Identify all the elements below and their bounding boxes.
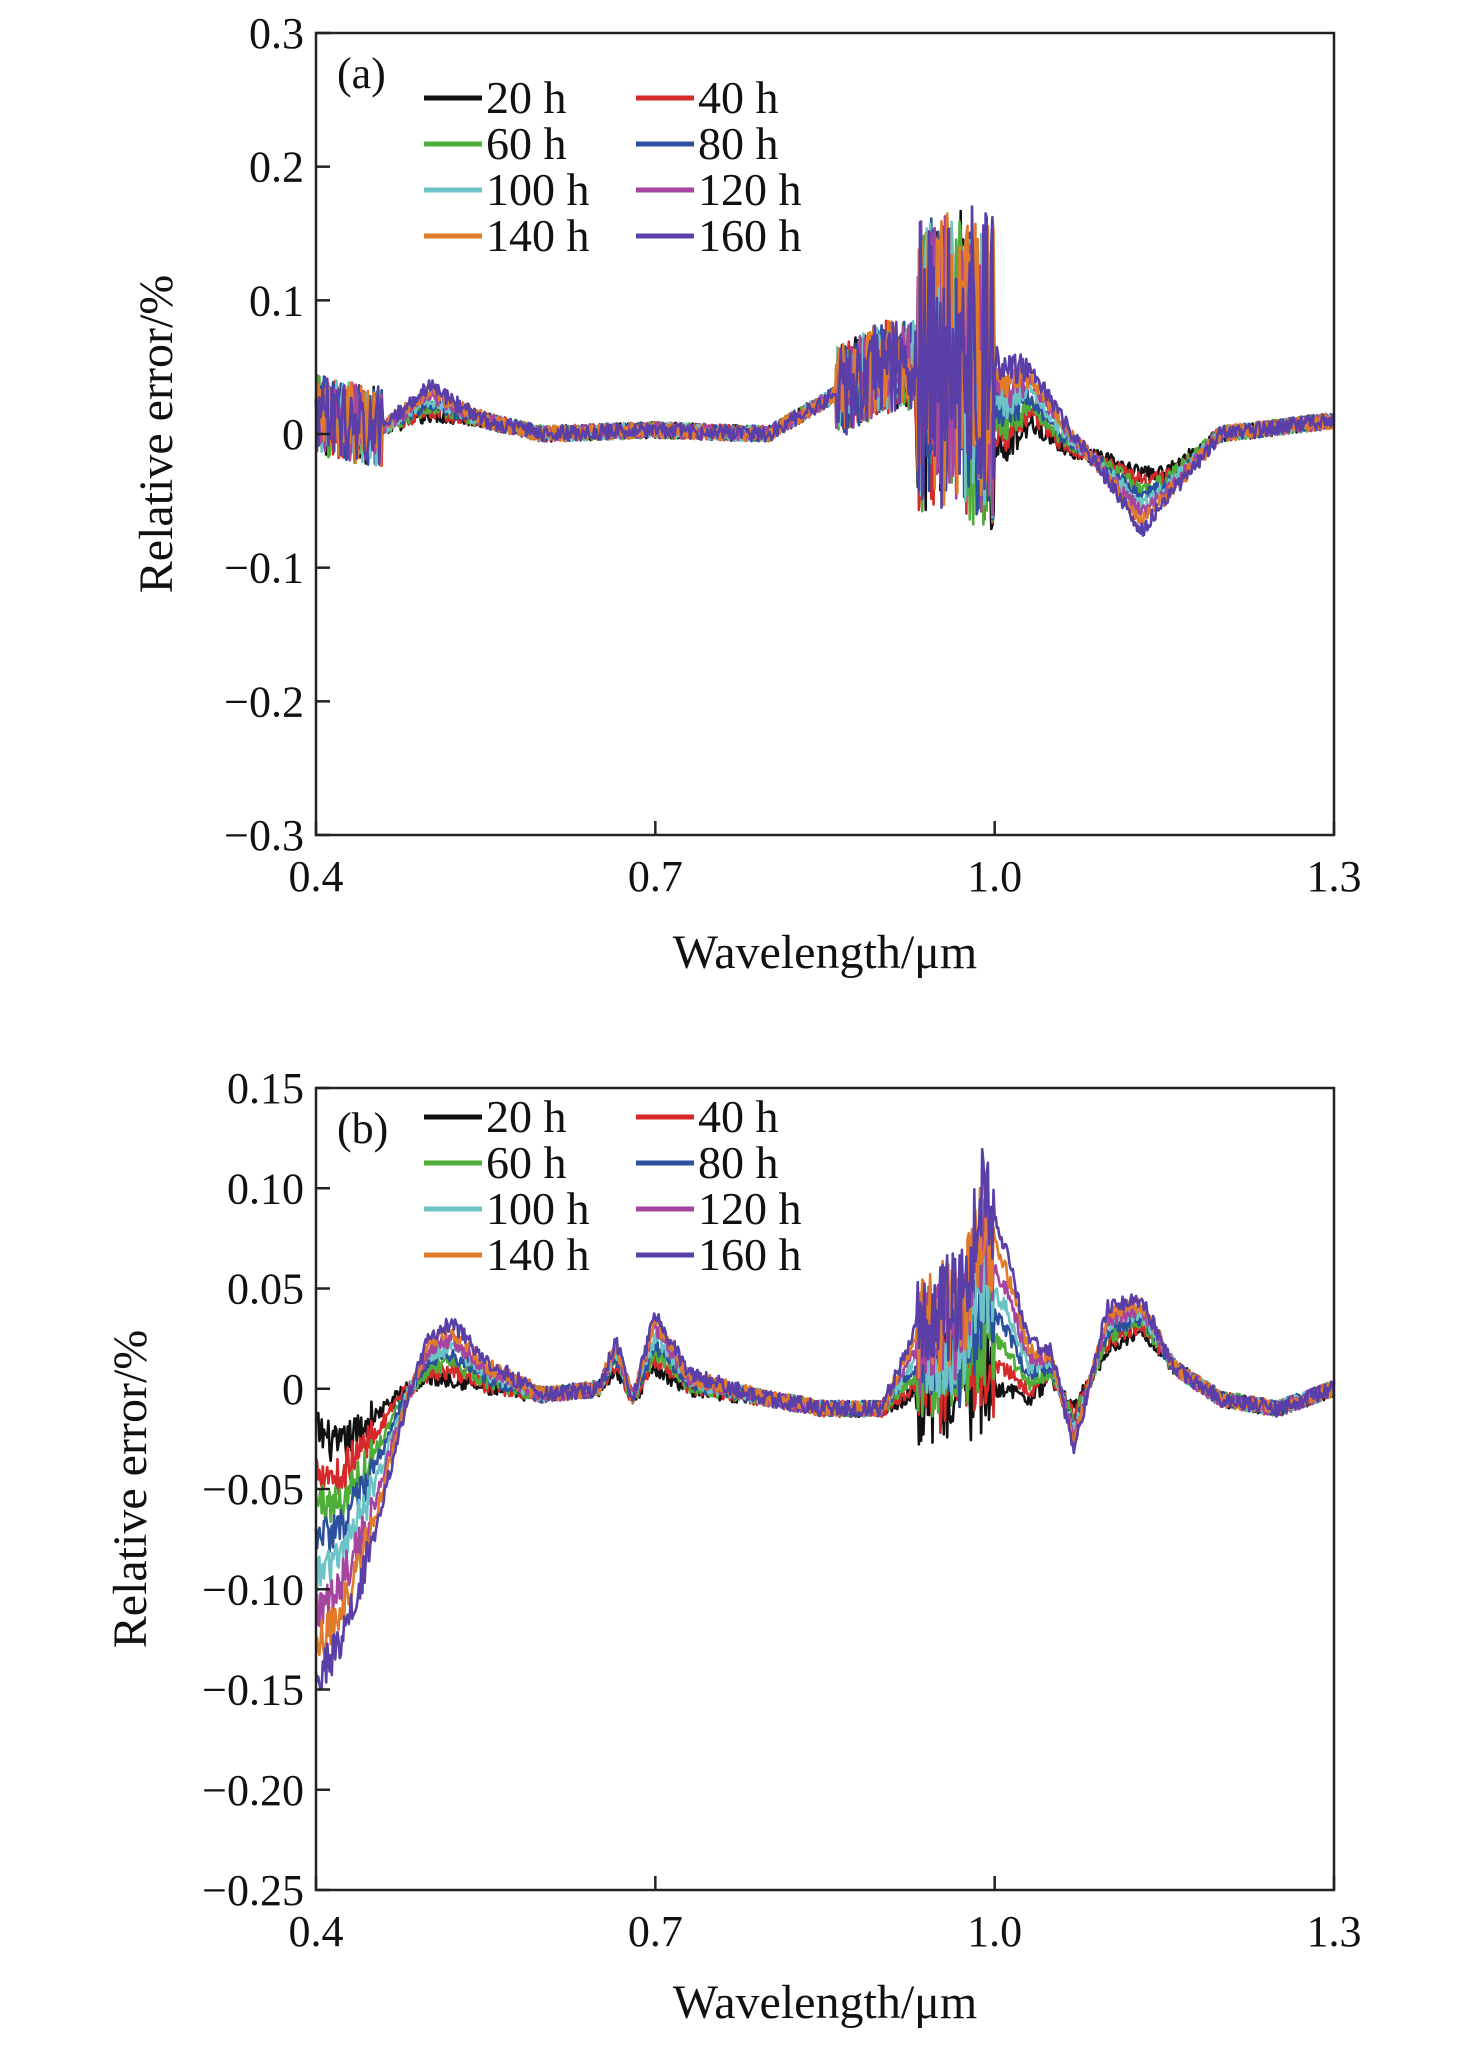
legend-label: 160 h bbox=[698, 1229, 802, 1280]
x-tick-label: 1.0 bbox=[967, 852, 1022, 901]
panel-a-y-axis: −0.3 −0.2 −0.1 0 0.1 0.2 0.3 bbox=[224, 9, 330, 860]
y-tick-label: −0.3 bbox=[224, 811, 304, 860]
y-tick-label: 0 bbox=[282, 410, 304, 459]
y-tick-label: −0.2 bbox=[224, 677, 304, 726]
panel-b-x-axis: 0.4 0.7 1.0 1.3 bbox=[289, 1876, 1362, 1956]
panel-b-y-axis: −0.25 −0.20 −0.15 −0.10 −0.05 0 0.05 0.10 0.15 bbox=[202, 1064, 330, 1915]
y-tick-label: 0.1 bbox=[249, 276, 304, 325]
panel-a-series-group bbox=[314, 205, 1336, 537]
series-line-160h bbox=[314, 205, 1336, 537]
x-tick-label: 1.3 bbox=[1307, 1907, 1362, 1956]
y-tick-label: 0.3 bbox=[249, 9, 304, 58]
x-tick-label: 0.4 bbox=[289, 852, 344, 901]
panel-b-x-axis-title: Wavelength/μm bbox=[673, 1976, 977, 2029]
legend-label: 20 h bbox=[486, 1091, 567, 1142]
panel-b-series-group bbox=[314, 1147, 1336, 1691]
panel-a-tag: (a) bbox=[337, 49, 386, 98]
x-tick-label: 1.0 bbox=[967, 1907, 1022, 1956]
y-tick-label: 0.10 bbox=[227, 1164, 304, 1213]
legend-label: 40 h bbox=[698, 72, 779, 123]
legend-label: 140 h bbox=[486, 1229, 590, 1280]
panel-a-y-axis-title: Relative error/% bbox=[130, 275, 183, 594]
legend-label: 80 h bbox=[698, 1137, 779, 1188]
chart-panel-a: −0.3−0.2−0.100.10.20.3 0.4 0.7 1.0 1.3 (a) … bbox=[130, 9, 1362, 979]
y-tick-label: 0.15 bbox=[227, 1064, 304, 1113]
y-tick-label: −0.25 bbox=[202, 1866, 304, 1915]
y-tick-label: 0.2 bbox=[249, 143, 304, 192]
y-tick-label: −0.1 bbox=[224, 544, 304, 593]
legend-label: 120 h bbox=[698, 164, 802, 215]
panel-a-x-axis: 0.4 0.7 1.0 1.3 bbox=[289, 821, 1362, 901]
y-tick-label: −0.20 bbox=[202, 1766, 304, 1815]
legend-label: 60 h bbox=[486, 1137, 567, 1188]
x-tick-label: 0.7 bbox=[628, 852, 683, 901]
y-tick-label: −0.10 bbox=[202, 1565, 304, 1614]
panel-a-x-axis-title: Wavelength/μm bbox=[673, 926, 977, 979]
y-tick-label: −0.15 bbox=[202, 1666, 304, 1715]
legend-label: 80 h bbox=[698, 118, 779, 169]
legend-label: 100 h bbox=[486, 1183, 590, 1234]
y-tick-label: 0.05 bbox=[227, 1265, 304, 1314]
legend-label: 120 h bbox=[698, 1183, 802, 1234]
x-tick-label: 0.4 bbox=[289, 1907, 344, 1956]
legend-label: 140 h bbox=[486, 210, 590, 261]
legend-label: 100 h bbox=[486, 164, 590, 215]
x-tick-label: 0.7 bbox=[628, 1907, 683, 1956]
legend-label: 60 h bbox=[486, 118, 567, 169]
x-tick-label: 1.3 bbox=[1307, 852, 1362, 901]
legend-label: 160 h bbox=[698, 210, 802, 261]
series-line-160h bbox=[314, 1147, 1336, 1691]
y-tick-label: −0.05 bbox=[202, 1465, 304, 1514]
panel-b-legend: 20 h 40 h 60 h 80 h 100 h 120 h 140 h 160 h bbox=[424, 1091, 802, 1280]
panel-b-y-axis-title: Relative error/% bbox=[104, 1330, 157, 1649]
legend-label: 40 h bbox=[698, 1091, 779, 1142]
chart-panel-b: −0.25 −0.20 −0.15 −0.10 −0.05 0 0.05 0.10 0.15 0… bbox=[104, 1064, 1362, 2029]
legend-label: 20 h bbox=[486, 72, 567, 123]
panel-a-legend: 20 h 40 h 60 h 80 h 100 h 120 h 140 h 160 h bbox=[424, 72, 802, 261]
y-tick-label: 0 bbox=[282, 1365, 304, 1414]
panel-b-tag: (b) bbox=[337, 1104, 388, 1153]
